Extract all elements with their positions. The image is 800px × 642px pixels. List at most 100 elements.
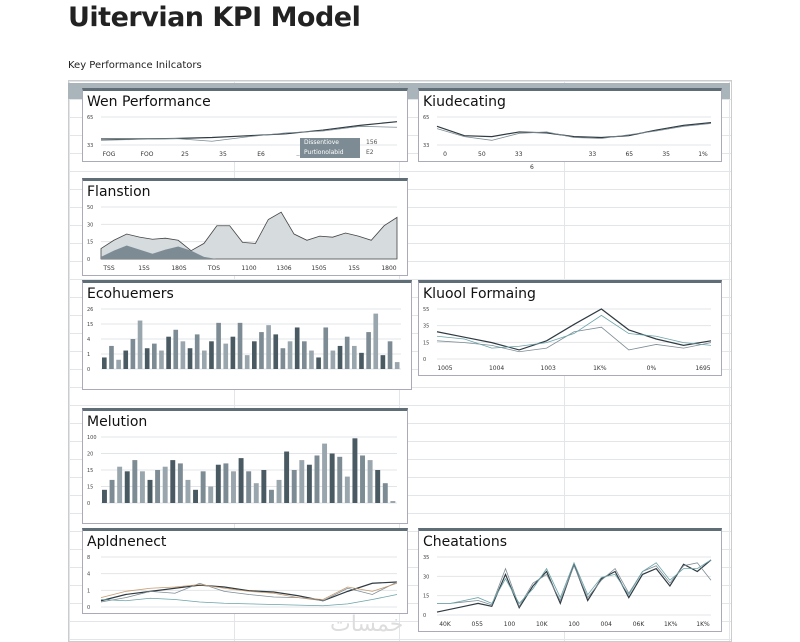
bar <box>152 343 157 369</box>
x-tick-label: 0 <box>443 151 447 158</box>
chart-panel-flanstion: Flanstion 0 15 30 50 TSS 15S 180S TOS 1100 1306 150… <box>82 178 408 276</box>
y-tick-label: 0 <box>423 613 426 619</box>
bar <box>390 501 396 503</box>
y-tick-label: 8 <box>87 555 90 561</box>
y-tick-label: 0 <box>87 605 90 611</box>
y-tick-label: 0 <box>87 257 90 263</box>
x-tick-label: E6 <box>257 151 265 158</box>
y-tick-label: 33 <box>423 143 429 149</box>
bar <box>180 341 186 369</box>
bar <box>130 339 136 369</box>
x-tick-label: TSS <box>102 265 114 272</box>
x-tick-label: 33 <box>515 151 523 158</box>
y-tick-label: 65 <box>87 115 93 121</box>
x-tick-label: 1800 <box>381 265 396 272</box>
bar <box>387 341 393 369</box>
bar <box>231 471 236 503</box>
x-tick-label: 1K% <box>696 621 710 628</box>
bar <box>253 483 259 503</box>
line-series <box>436 308 712 351</box>
y-tick-label: 15 <box>87 468 93 474</box>
bar <box>380 355 386 369</box>
bar <box>223 343 229 369</box>
x-tick-label: 1K% <box>593 365 607 372</box>
bar <box>322 443 328 503</box>
x-tick-label: 10K <box>536 621 549 628</box>
chart-panel-melution: Melution 0 15 15 20 100 <box>82 408 408 524</box>
y-tick-label: 1 <box>87 352 90 358</box>
chart-panel-cheatations: Cheatations 0 15 30 35 40K 055 100 10K 100 004 06K 1… <box>418 528 722 632</box>
bar <box>202 350 207 369</box>
bar <box>170 460 176 503</box>
bar <box>244 355 250 369</box>
bar <box>144 348 150 369</box>
bar <box>162 466 168 503</box>
bar <box>273 334 279 369</box>
bar <box>316 357 321 369</box>
y-tick-label: 50 <box>87 205 93 211</box>
bar <box>252 341 257 369</box>
bar <box>216 322 221 369</box>
x-tick-label: 1005 <box>437 365 452 372</box>
bar <box>102 357 107 369</box>
chart-svg: 0 1 4 8 <box>87 555 398 611</box>
y-tick-label: 1 <box>87 588 90 594</box>
bar <box>360 455 365 503</box>
bar <box>208 486 214 503</box>
y-tick-label: 0 <box>87 367 90 373</box>
y-tick-label: 65 <box>423 115 429 121</box>
y-tick-label: 26 <box>87 307 93 313</box>
y-tick-label: 15 <box>87 322 93 328</box>
bar <box>394 362 400 369</box>
watermark: خمسات <box>330 612 404 637</box>
x-tick-label: ... <box>296 151 302 158</box>
y-tick-label: 55 <box>423 307 429 313</box>
x-tick-label: 004 <box>601 621 613 628</box>
x-tick-label: 15S <box>348 265 360 272</box>
chart-panel-apldnenect: Apldnenect 0 1 4 8 <box>82 528 408 614</box>
bar <box>261 470 267 503</box>
bar <box>102 489 107 503</box>
page-subtitle: Key Performance Inilcators <box>68 60 202 71</box>
bar <box>366 332 371 369</box>
y-tick-label: 15 <box>87 240 93 246</box>
bar <box>109 345 114 369</box>
bar <box>177 463 183 503</box>
x-tick-label: 055 <box>472 621 484 628</box>
bar <box>294 327 300 369</box>
bar <box>124 471 130 503</box>
y-tick-label: 100 <box>87 435 97 441</box>
bar <box>187 348 193 369</box>
bar <box>268 489 274 503</box>
x-tick-label: 1% <box>698 151 708 158</box>
x-tick-label: 15S <box>138 265 150 272</box>
chart-panel-kiudecating: Kiudecating 33 65 0 50 33 33 65 35 1% 6 <box>418 88 722 171</box>
chart-title: Ecohuemers <box>87 286 174 302</box>
y-tick-label: 30 <box>423 574 429 580</box>
legend-item-2: Purtionolabid <box>300 148 360 158</box>
bar <box>299 460 305 503</box>
bar <box>375 470 381 503</box>
bar <box>200 471 206 503</box>
bar <box>155 470 161 503</box>
chart-title: Apldnenect <box>87 534 167 550</box>
bar <box>159 350 164 369</box>
x-tick-label: 35 <box>219 151 227 158</box>
bar <box>137 320 143 369</box>
x-tick-label: FOO <box>141 151 154 158</box>
bar <box>337 345 343 369</box>
x-tick-label: 1505 <box>311 265 326 272</box>
x-tick-label: 1003 <box>541 365 556 372</box>
bar <box>116 359 121 369</box>
bar <box>337 456 343 503</box>
line-series <box>436 123 712 141</box>
y-tick-label: 0 <box>87 501 90 507</box>
line-series <box>437 559 712 605</box>
bar <box>314 455 320 503</box>
x-tick-label: 33 <box>589 151 597 158</box>
chart-title: Flanstion <box>87 184 151 200</box>
bar <box>323 327 329 369</box>
x-tick-label: 0% <box>647 365 657 372</box>
y-tick-label: 4 <box>87 337 90 343</box>
legend-value-1: 156 <box>366 139 378 146</box>
